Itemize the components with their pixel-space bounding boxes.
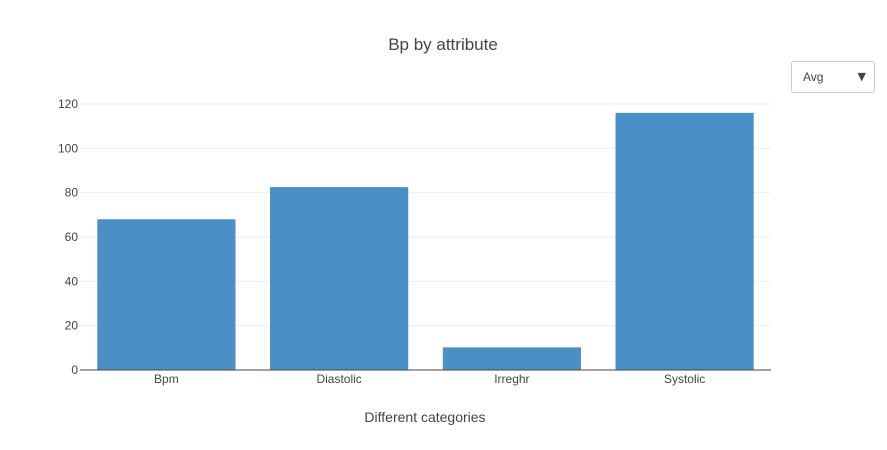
y-tick-label: 100 — [58, 141, 78, 155]
y-axis: 0 20 40 60 80 100 120 — [58, 97, 78, 377]
x-tick-label: Systolic — [664, 372, 705, 386]
aggregation-dropdown[interactable]: Avg ▼ — [791, 61, 875, 93]
bar-irreghr[interactable] — [442, 347, 581, 370]
x-tick-label: Irreghr — [494, 372, 529, 386]
x-tick-label: Diastolic — [316, 372, 361, 386]
bars — [97, 112, 754, 370]
y-tick-label: 80 — [65, 186, 79, 200]
bar-diastolic[interactable] — [270, 187, 409, 370]
x-tick-label: Bpm — [154, 372, 179, 386]
aggregation-selected-value: Avg — [803, 70, 824, 84]
bar-systolic[interactable] — [615, 112, 754, 370]
bar-bpm[interactable] — [97, 219, 236, 370]
y-tick-label: 20 — [65, 319, 79, 333]
y-tick-label: 60 — [65, 230, 79, 244]
y-tick-label: 0 — [71, 363, 78, 377]
caret-down-icon: ▼ — [857, 70, 866, 83]
y-tick-label: 120 — [58, 97, 78, 111]
y-tick-label: 40 — [65, 274, 79, 288]
x-axis: Bpm Diastolic Irreghr Systolic — [154, 372, 705, 386]
x-axis-label: Different categories — [364, 409, 485, 425]
chart-title: Bp by attribute — [388, 35, 498, 54]
